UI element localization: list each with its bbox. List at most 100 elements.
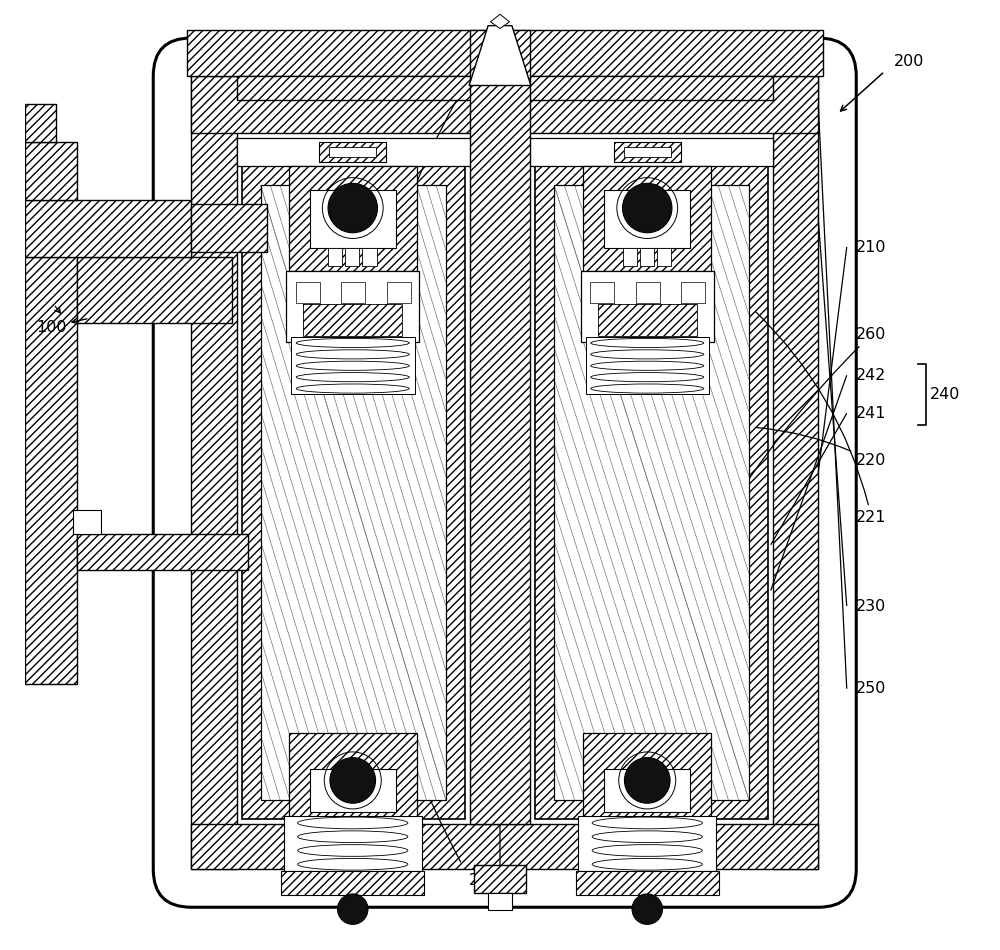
Ellipse shape xyxy=(591,372,704,382)
Bar xyxy=(261,185,446,800)
Text: 200: 200 xyxy=(894,54,925,69)
Bar xyxy=(636,282,660,303)
Bar xyxy=(303,304,402,336)
Bar xyxy=(191,824,818,869)
Bar xyxy=(242,166,465,819)
Bar xyxy=(328,249,342,266)
Ellipse shape xyxy=(296,384,409,393)
Bar xyxy=(261,185,446,800)
Bar xyxy=(614,142,680,162)
Bar xyxy=(191,824,818,869)
Bar xyxy=(329,147,376,158)
Bar xyxy=(191,76,818,133)
Bar xyxy=(73,510,101,534)
Bar xyxy=(470,30,530,824)
Bar xyxy=(535,166,768,819)
Polygon shape xyxy=(469,26,531,86)
Bar xyxy=(554,185,749,800)
FancyBboxPatch shape xyxy=(153,38,856,907)
Ellipse shape xyxy=(296,338,409,348)
Text: 221: 221 xyxy=(756,312,887,525)
Bar xyxy=(310,770,396,812)
Bar xyxy=(554,185,749,800)
Bar xyxy=(286,271,419,342)
Bar xyxy=(586,337,709,394)
Text: 241: 241 xyxy=(856,406,887,421)
Ellipse shape xyxy=(592,831,702,843)
Bar xyxy=(284,816,422,871)
Text: 230: 230 xyxy=(856,598,887,614)
Bar xyxy=(191,76,237,869)
Polygon shape xyxy=(490,14,510,28)
Bar xyxy=(604,190,690,248)
Polygon shape xyxy=(25,256,77,684)
Bar xyxy=(362,249,376,266)
Bar xyxy=(583,166,711,271)
Bar xyxy=(576,871,719,895)
Bar xyxy=(773,76,818,869)
Circle shape xyxy=(330,758,376,804)
Text: 250: 250 xyxy=(856,681,887,696)
Bar xyxy=(681,282,705,303)
Bar xyxy=(387,282,411,303)
Bar xyxy=(583,166,711,271)
Text: 210: 210 xyxy=(856,239,887,255)
Bar xyxy=(341,282,365,303)
Text: 270: 270 xyxy=(469,873,499,888)
Bar xyxy=(289,733,417,819)
Bar xyxy=(191,76,818,133)
Ellipse shape xyxy=(296,350,409,359)
Polygon shape xyxy=(77,256,232,323)
Ellipse shape xyxy=(298,817,408,828)
Bar xyxy=(319,142,386,162)
Ellipse shape xyxy=(296,361,409,370)
Bar xyxy=(310,190,396,248)
Bar xyxy=(583,733,711,819)
Bar xyxy=(191,76,237,869)
Ellipse shape xyxy=(591,350,704,359)
Bar xyxy=(624,147,671,158)
Ellipse shape xyxy=(592,859,702,870)
Bar xyxy=(598,304,697,336)
Bar xyxy=(319,142,386,162)
Bar xyxy=(237,76,773,100)
Bar xyxy=(623,249,637,266)
Bar xyxy=(289,166,417,271)
Bar xyxy=(640,249,654,266)
Circle shape xyxy=(624,758,670,804)
Bar xyxy=(604,770,690,812)
Bar xyxy=(237,76,773,100)
Circle shape xyxy=(632,894,662,924)
Ellipse shape xyxy=(298,859,408,870)
Bar xyxy=(345,249,359,266)
Polygon shape xyxy=(77,534,248,570)
Bar xyxy=(281,871,424,895)
Ellipse shape xyxy=(298,845,408,856)
Bar xyxy=(576,871,719,895)
Bar xyxy=(303,304,402,336)
Ellipse shape xyxy=(591,361,704,370)
Bar xyxy=(614,142,680,162)
Bar xyxy=(281,871,424,895)
Circle shape xyxy=(328,183,377,233)
Polygon shape xyxy=(25,200,191,256)
Bar xyxy=(583,733,711,819)
Polygon shape xyxy=(25,104,56,142)
Bar xyxy=(581,271,714,342)
Bar xyxy=(291,337,415,394)
Circle shape xyxy=(338,894,368,924)
Bar xyxy=(590,282,614,303)
Circle shape xyxy=(623,183,672,233)
Bar xyxy=(474,864,526,893)
Bar xyxy=(657,249,671,266)
Ellipse shape xyxy=(591,338,704,348)
Polygon shape xyxy=(191,204,267,252)
Bar xyxy=(598,304,697,336)
Ellipse shape xyxy=(592,817,702,828)
Bar xyxy=(470,30,530,824)
Bar xyxy=(296,282,320,303)
Bar xyxy=(242,166,465,819)
Bar xyxy=(289,733,417,819)
Ellipse shape xyxy=(591,384,704,393)
Bar xyxy=(186,30,823,76)
